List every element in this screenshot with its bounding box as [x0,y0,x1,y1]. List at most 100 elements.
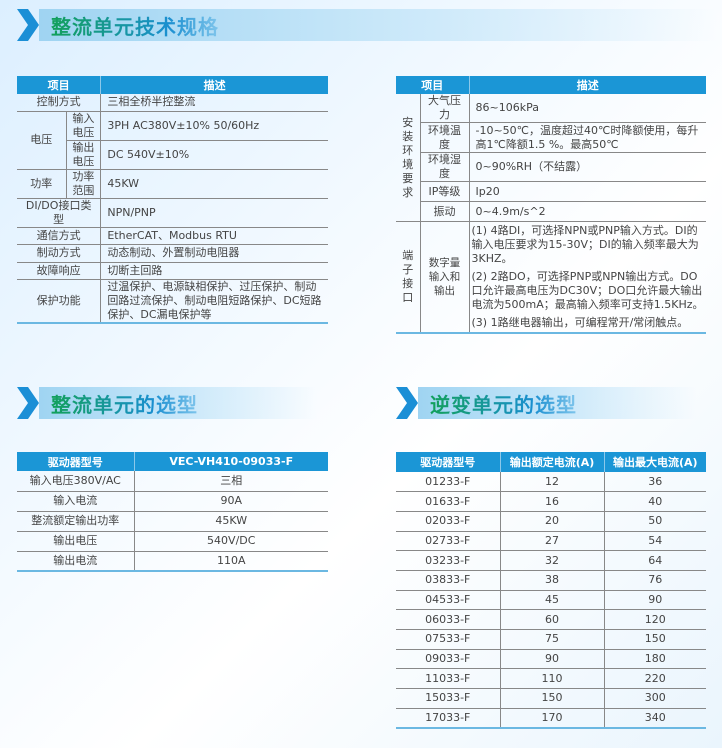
table-row: 15033-F 150 300 [396,688,706,709]
cell: 02733-F [396,531,501,552]
cell: 20 [500,511,605,532]
chevron-icon [17,9,39,41]
cell: 40 [604,491,706,512]
cell: 03833-F [396,570,501,591]
cell: 输入电压 [66,111,102,141]
cell: 输入电流 [17,491,135,512]
cell: 切断主回路 [100,262,328,280]
cell: DC 540V±10% [100,140,328,170]
table-row: 01633-F 16 40 [396,491,706,512]
cell: 保护功能 [17,279,102,324]
cell: 输入电压380V/AC [17,471,135,492]
cell: 环境湿度 [420,152,470,182]
cell: 12 [500,472,605,493]
cell: 54 [604,531,706,552]
cell: IP等级 [420,181,470,202]
cell: 60 [500,609,605,630]
table-row: 03233-F 32 64 [396,550,706,571]
cell: 27 [500,531,605,552]
table-row: 03833-F 38 76 [396,570,706,591]
table-row: 06033-F 60 120 [396,609,706,630]
cell: 三相全桥半控整流 [100,94,328,112]
cell: 16 [500,491,605,512]
table-row: 09033-F 90 180 [396,649,706,670]
cell: 170 [500,708,605,729]
cell: 110A [134,551,328,572]
cell: 06033-F [396,609,501,630]
cell: 32 [500,550,605,571]
cell: 45 [500,590,605,611]
cell: 振动 [420,201,470,222]
cell: 控制方式 [17,94,102,112]
cell: 电压 [17,111,67,170]
section-header-tech: 整流单元技术规格 [17,9,717,41]
cell: 通信方式 [17,227,102,245]
table-row: 11033-F 110 220 [396,668,706,690]
cell: 36 [604,472,706,493]
section-title: 整流单元的选型 [51,389,198,418]
cell: 120 [604,609,706,630]
cell: 整流额定输出功率 [17,511,135,532]
header-cell: 输出额定电流(A) [500,452,605,472]
section-title: 逆变单元的选型 [430,389,577,418]
cell: 02033-F [396,511,501,532]
cell: (1) 4路DI，可选择NPN或PNP输入方式。DI的输入电压要求为15-30V… [469,221,706,334]
cell: NPN/PNP [100,198,328,228]
cell: 大气压力 [420,94,470,123]
cell: 制动方式 [17,244,102,263]
cell: 07533-F [396,629,501,650]
header-cell: VEC-VH410-09033-F [134,452,328,471]
cell: -10~50℃，温度超过40℃时降额使用，每升高1℃降额1.5 %。最高50℃ [469,122,706,153]
cell: 功率 [17,169,67,199]
cell: 故障响应 [17,262,102,280]
cell: 0~90%RH（不结露） [469,152,706,182]
cell: 过温保护、电源缺相保护、过压保护、制动回路过流保护、制动电阻短路保护、DC短路保… [100,279,328,324]
cell: EtherCAT、Modbus RTU [100,227,328,245]
section-header-rectifier: 整流单元的选型 [17,387,317,419]
cell: Ip20 [469,181,706,202]
cell: 三相 [134,471,328,492]
chevron-icon [17,387,39,419]
table-row: 整流额定输出功率 45KW [17,511,328,532]
desc-line: (2) 2路DO，可选择PNP或NPN输出方式。DO口允许最高电压为DC30V；… [471,270,704,311]
header-item: 项目 [396,76,470,94]
header-item: 项目 [17,76,102,94]
cell: 90 [500,649,605,670]
cell: 11033-F [396,668,501,690]
cell: 3PH AC380V±10% 50/60Hz [100,111,328,141]
header-cell: 输出最大电流(A) [604,452,706,472]
header-desc: 描述 [469,76,706,94]
cell: 150 [604,629,706,650]
rectifier-table: 驱动器型号 VEC-VH410-09033-F 输入电压380V/AC 三相 输入电流… [17,452,328,572]
cell: 端子接口 [396,221,421,334]
header-desc: 描述 [100,76,328,94]
table-row: 输出电压 540V/DC [17,531,328,552]
header-cell: 驱动器型号 [17,452,135,471]
spec-table-right: 项目 描述 安装环境要求大气压力 86~106kPa 环境温度 -10~50℃，温度超… [396,76,706,334]
table-row: 输出电流 110A [17,551,328,572]
cell: 64 [604,550,706,571]
chevron-icon [396,387,418,419]
cell: 75 [500,629,605,650]
table-row: 02033-F 20 50 [396,511,706,532]
cell: 数字量输入和输出 [420,221,470,334]
cell: 15033-F [396,688,501,709]
cell: 86~106kPa [469,94,706,123]
inverter-table: 驱动器型号 输出额定电流(A) 输出最大电流(A) 01233-F 12 36 01633… [396,452,706,729]
cell: 50 [604,511,706,532]
section-title: 整流单元技术规格 [51,11,219,40]
cell: 340 [604,708,706,729]
table-row: 输入电压380V/AC 三相 [17,471,328,492]
cell: 76 [604,570,706,591]
cell: DI/DO接口类型 [17,198,102,228]
cell: 17033-F [396,708,501,729]
cell: 45KW [134,511,328,532]
cell: 90 [604,590,706,611]
table-row: 输入电流 90A [17,491,328,512]
table-row: 02733-F 27 54 [396,531,706,552]
cell: 38 [500,570,605,591]
cell: 45KW [100,169,328,199]
cell: 04533-F [396,590,501,611]
cell: 功率范围 [66,169,102,199]
cell: 220 [604,668,706,690]
